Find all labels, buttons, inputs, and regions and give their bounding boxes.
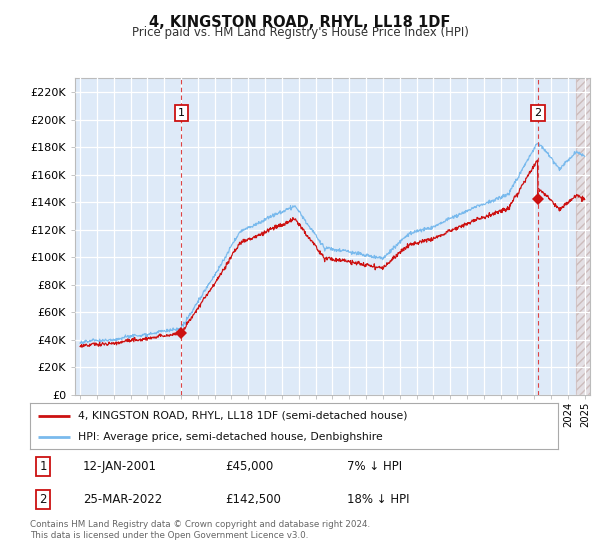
Text: 2: 2	[535, 108, 542, 118]
Text: 4, KINGSTON ROAD, RHYL, LL18 1DF (semi-detached house): 4, KINGSTON ROAD, RHYL, LL18 1DF (semi-d…	[77, 410, 407, 421]
Text: 1: 1	[40, 460, 47, 473]
Text: HPI: Average price, semi-detached house, Denbighshire: HPI: Average price, semi-detached house,…	[77, 432, 382, 442]
Text: 18% ↓ HPI: 18% ↓ HPI	[347, 493, 409, 506]
Text: 12-JAN-2001: 12-JAN-2001	[83, 460, 157, 473]
Text: Price paid vs. HM Land Registry's House Price Index (HPI): Price paid vs. HM Land Registry's House …	[131, 26, 469, 39]
Text: 7% ↓ HPI: 7% ↓ HPI	[347, 460, 402, 473]
Bar	[577, 78, 590, 395]
Text: £45,000: £45,000	[226, 460, 274, 473]
Text: 4, KINGSTON ROAD, RHYL, LL18 1DF: 4, KINGSTON ROAD, RHYL, LL18 1DF	[149, 15, 451, 30]
Text: £142,500: £142,500	[226, 493, 281, 506]
Text: 25-MAR-2022: 25-MAR-2022	[83, 493, 162, 506]
Bar	[577, 78, 590, 395]
Text: 2: 2	[40, 493, 47, 506]
Text: Contains HM Land Registry data © Crown copyright and database right 2024.
This d: Contains HM Land Registry data © Crown c…	[30, 520, 370, 540]
Text: 1: 1	[178, 108, 185, 118]
